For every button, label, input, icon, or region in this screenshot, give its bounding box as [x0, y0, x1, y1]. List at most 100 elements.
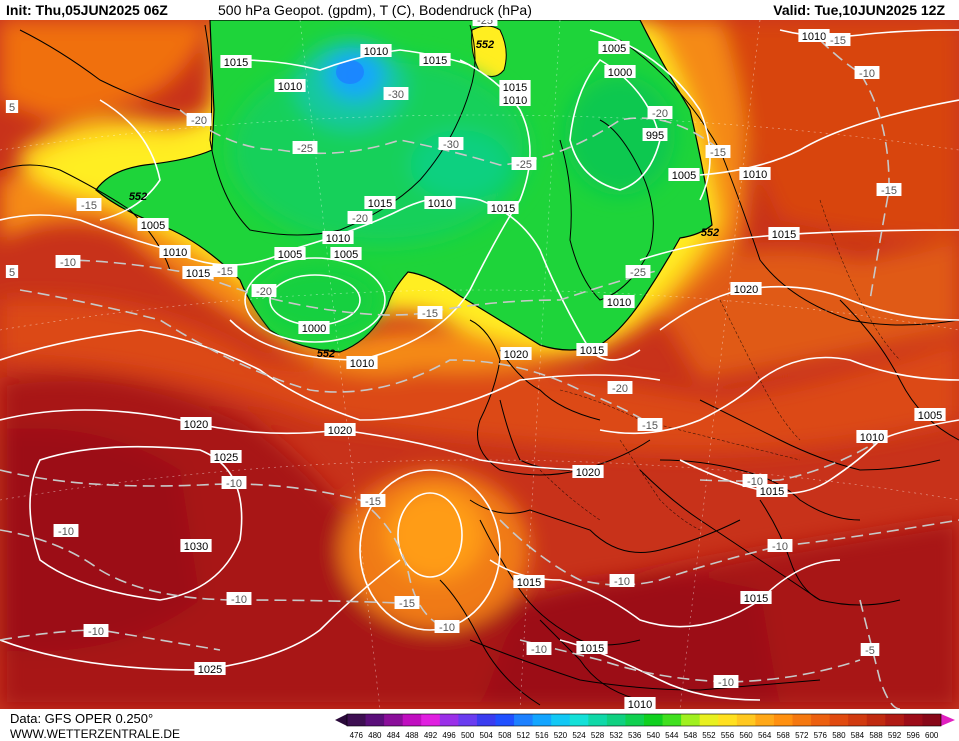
colorbar-tick-label: 524 — [572, 731, 586, 740]
height-label-text: 552 — [701, 227, 719, 239]
colorbar-tick-label: 568 — [777, 731, 791, 740]
temperature-label-text: -15 — [422, 308, 438, 320]
colorbar-swatch — [829, 714, 849, 726]
colorbar-tick-label: 488 — [405, 731, 419, 740]
temperature-label: -10 — [742, 474, 768, 488]
temperature-label-text: -10 — [772, 541, 788, 553]
colorbar-swatch — [384, 714, 404, 726]
isobar-label-text: 995 — [646, 130, 664, 142]
isobar-label: 1020 — [500, 347, 532, 361]
colorbar-swatch — [866, 714, 886, 726]
isobar-label-text: 1010 — [503, 95, 527, 107]
isobar-label-text: 1025 — [214, 452, 238, 464]
temperature-label: -30 — [383, 87, 409, 101]
isobar-label: 1015 — [220, 55, 252, 69]
temperature-label: -10 — [55, 255, 81, 269]
temperature-label-text: -20 — [352, 213, 368, 225]
temperature-label-text: -30 — [388, 89, 404, 101]
isobar-label-text: 1005 — [334, 249, 358, 261]
isobar-label: 1010 — [856, 430, 888, 444]
colorbar-tick-label: 512 — [517, 731, 531, 740]
isobar-label: 1020 — [572, 465, 604, 479]
colorbar-swatch — [792, 714, 812, 726]
colorbar-tick-label: 480 — [368, 731, 382, 740]
website-credit: WWW.WETTERZENTRALE.DE — [10, 727, 180, 741]
temperature-label-text: -10 — [231, 594, 247, 606]
colorbar-swatch — [495, 714, 515, 726]
isobar-label: 1010 — [346, 356, 378, 370]
temperature-label-text: 5 — [9, 102, 15, 114]
map-title: 500 hPa Geopot. (gpdm), T (C), Bodendruc… — [218, 2, 532, 18]
isobar-label-text: 1005 — [602, 43, 626, 55]
isobar-label: 1010 — [624, 697, 656, 709]
map-footer: Data: GFS OPER 0.250° WWW.WETTERZENTRALE… — [0, 709, 959, 741]
temperature-label: -10 — [767, 539, 793, 553]
temperature-label: -10 — [83, 624, 109, 638]
temperature-label-text: -20 — [191, 115, 207, 127]
temperature-label-text: -25 — [297, 143, 313, 155]
colorbar-swatch — [736, 714, 756, 726]
isobar-label-text: 1010 — [607, 297, 631, 309]
colorbar-tick-label: 560 — [739, 731, 753, 740]
temperature-label-text: -15 — [217, 266, 233, 278]
temperature-label-text: -15 — [81, 200, 97, 212]
isobar-label: 1010 — [322, 231, 354, 245]
colorbar-swatch — [514, 714, 534, 726]
temperature-label: -25 — [625, 265, 651, 279]
temperature-label: -15 — [876, 183, 902, 197]
colorbar-tick-label: 536 — [628, 731, 642, 740]
isobar-label-text: 1020 — [504, 349, 528, 361]
isobar-label-text: 1015 — [423, 55, 447, 67]
isobar-label: 1015 — [768, 227, 800, 241]
height-label: 552 — [476, 39, 494, 51]
temperature-label: -25 — [511, 157, 537, 171]
isobar-label: 1015 — [364, 196, 396, 210]
colorbar-tick-label: 588 — [869, 731, 883, 740]
temperature-label: -10 — [854, 66, 880, 80]
height-label: 552 — [701, 227, 719, 239]
isobar-label-text: 1020 — [184, 419, 208, 431]
temperature-label: 5 — [5, 100, 19, 114]
isobar-label-text: 1005 — [141, 220, 165, 232]
isobar-label: 1000 — [604, 65, 636, 79]
isobar-label-text: 1015 — [503, 82, 527, 94]
isobar-label: 1005 — [137, 218, 169, 232]
temperature-label-text: -10 — [60, 257, 76, 269]
temperature-label: -15 — [76, 198, 102, 212]
isobar-label: 1005 — [274, 247, 306, 261]
isobar-label: 1025 — [194, 662, 226, 676]
colorbar-swatch — [476, 714, 496, 726]
colorbar-swatch — [551, 714, 571, 726]
colorbar-tick-label: 548 — [684, 731, 698, 740]
isobar-label: 1015 — [576, 343, 608, 357]
isobar-label-text: 1010 — [743, 169, 767, 181]
colorbar-tick-label: 600 — [925, 731, 939, 740]
colorbar-swatch — [903, 714, 923, 726]
height-label: 552 — [317, 348, 335, 360]
isobar-label: 1015 — [182, 266, 214, 280]
colorbar-min-arrow — [335, 714, 347, 726]
isobar-label: 1010 — [499, 93, 531, 107]
temperature-label: -15 — [637, 418, 663, 432]
colorbar-max-arrow — [941, 714, 955, 726]
isobar-label: 1000 — [298, 321, 330, 335]
temperature-label-text: -10 — [859, 68, 875, 80]
colorbar-tick-label: 556 — [721, 731, 735, 740]
isobar-label: 1005 — [668, 168, 700, 182]
isobar-label: 1030 — [180, 539, 212, 553]
temperature-label-text: -20 — [652, 108, 668, 120]
colorbar-swatch — [439, 714, 459, 726]
temperature-label-text: -15 — [881, 185, 897, 197]
isobar-label: 995 — [642, 128, 668, 142]
colorbar-swatch — [421, 714, 441, 726]
colorbar-tick-label: 492 — [424, 731, 438, 740]
isobar-label-text: 1020 — [734, 284, 758, 296]
colorbar-tick-label: 500 — [461, 731, 475, 740]
map-header: Init: Thu,05JUN2025 06Z 500 hPa Geopot. … — [0, 0, 959, 20]
isobar-label-text: 1015 — [224, 57, 248, 69]
isobar-label-text: 1015 — [186, 268, 210, 280]
temperature-label-text: -10 — [439, 622, 455, 634]
temperature-label-text: -30 — [443, 139, 459, 151]
colorbar-swatch — [811, 714, 831, 726]
isobar-label-text: 1005 — [918, 410, 942, 422]
